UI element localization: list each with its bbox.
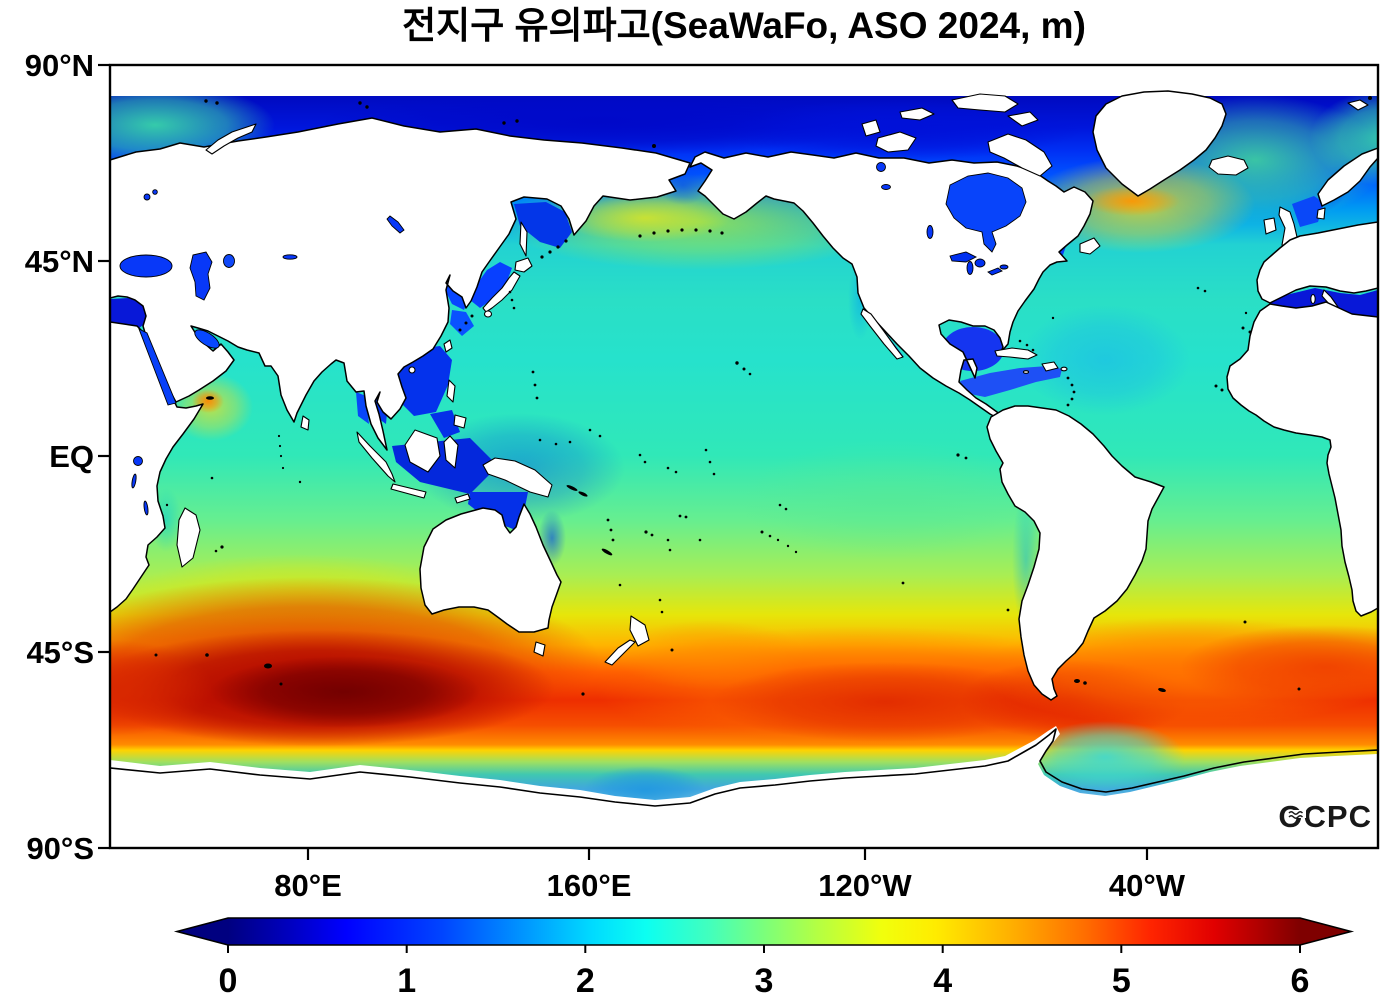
- denmark: [1316, 207, 1326, 220]
- baja-california: [860, 308, 904, 360]
- x-label-160e: 160°E: [547, 868, 632, 903]
- borneo: [404, 429, 441, 473]
- novaya-zemlya: [205, 123, 257, 155]
- mindanao: [453, 414, 467, 429]
- south-america: [986, 405, 1165, 701]
- madagascar: [176, 507, 201, 568]
- x-label-80e: 80°E: [274, 868, 342, 903]
- x-axis-labels: 80°E 160°E 120°W 40°W: [274, 868, 1186, 903]
- nz-north-island: [629, 615, 650, 647]
- europe: [1256, 221, 1377, 304]
- axis-ticks: [98, 63, 1149, 860]
- y-label-eq: EQ: [49, 439, 94, 474]
- lake-baikal: [386, 215, 405, 234]
- chart-title: 전지구 유의파고(SeaWaFo, ASO 2024, m): [402, 5, 1086, 46]
- scandinavia: [1317, 147, 1377, 207]
- nz-south-island: [604, 639, 636, 666]
- south-georgia: [1158, 687, 1166, 693]
- sri-lanka: [300, 415, 310, 431]
- cuba: [994, 347, 1038, 360]
- y-label-90s: 90°S: [26, 831, 94, 866]
- sumatra: [356, 431, 396, 483]
- lake-victoria: [133, 456, 143, 466]
- hainan: [408, 366, 416, 374]
- north-africa: [1226, 301, 1377, 617]
- java: [390, 483, 427, 499]
- kerguelen: [264, 663, 272, 669]
- svalbard: [1347, 99, 1369, 111]
- baffin-island: [987, 133, 1053, 177]
- y-label-90n: 90°N: [25, 48, 94, 83]
- world-wave-height-map: [111, 66, 1377, 847]
- australia: [419, 503, 562, 633]
- cb-tick-4: 4: [933, 962, 952, 1000]
- ireland: [1263, 217, 1277, 235]
- hispaniola: [1041, 361, 1059, 372]
- colorbar: 0 1 2 3 4 5 6: [173, 917, 1355, 1000]
- timor: [454, 493, 471, 504]
- lakes: [119, 162, 1027, 516]
- falkland-islands: [1074, 679, 1080, 683]
- wave-icon: [1288, 810, 1306, 819]
- greenland: [1092, 90, 1227, 197]
- sakhalin: [519, 221, 528, 257]
- colorbar-over-arrow: [1300, 918, 1351, 945]
- y-axis-labels: 90°N 45°N EQ 45°S 90°S: [25, 48, 94, 866]
- y-label-45n: 45°N: [25, 244, 94, 279]
- antarctica-ice: [111, 726, 1377, 847]
- x-label-120w: 120°W: [818, 868, 912, 903]
- cb-tick-3: 3: [755, 962, 774, 1000]
- newfoundland: [1079, 237, 1101, 255]
- colorbar-under-arrow: [177, 918, 228, 945]
- cb-tick-2: 2: [576, 962, 595, 1000]
- taiwan: [443, 339, 453, 353]
- landmasses: [111, 90, 1377, 847]
- sulawesi: [443, 435, 459, 469]
- hokkaido: [514, 257, 533, 273]
- luzon: [446, 379, 456, 403]
- antarctica-coastline: [111, 728, 1377, 807]
- persian-gulf: [194, 329, 220, 349]
- red-sea: [138, 328, 177, 406]
- kyushu: [483, 310, 493, 318]
- eurasia: [111, 117, 691, 451]
- y-label-45s: 45°S: [26, 635, 94, 670]
- colorbar-gradient: [228, 918, 1300, 945]
- cb-tick-6: 6: [1291, 962, 1310, 1000]
- black-sea: [119, 254, 173, 278]
- island-specks: [154, 96, 1372, 696]
- cb-tick-5: 5: [1112, 962, 1131, 1000]
- caspian-sea: [189, 251, 213, 301]
- hudson-bay: [945, 172, 1027, 253]
- arctic-nodata-strip: [111, 66, 1377, 96]
- cb-tick-0: 0: [219, 962, 238, 1000]
- x-label-40w: 40°W: [1109, 868, 1186, 903]
- new-guinea: [482, 457, 553, 498]
- cb-tick-1: 1: [397, 962, 416, 1000]
- colorbar-tick-labels: 0 1 2 3 4 5 6: [219, 962, 1310, 1000]
- iceland: [1208, 155, 1249, 176]
- tasmania: [533, 641, 546, 657]
- ocpc-logo: OCPC: [1278, 799, 1371, 834]
- aral-sea: [223, 254, 235, 268]
